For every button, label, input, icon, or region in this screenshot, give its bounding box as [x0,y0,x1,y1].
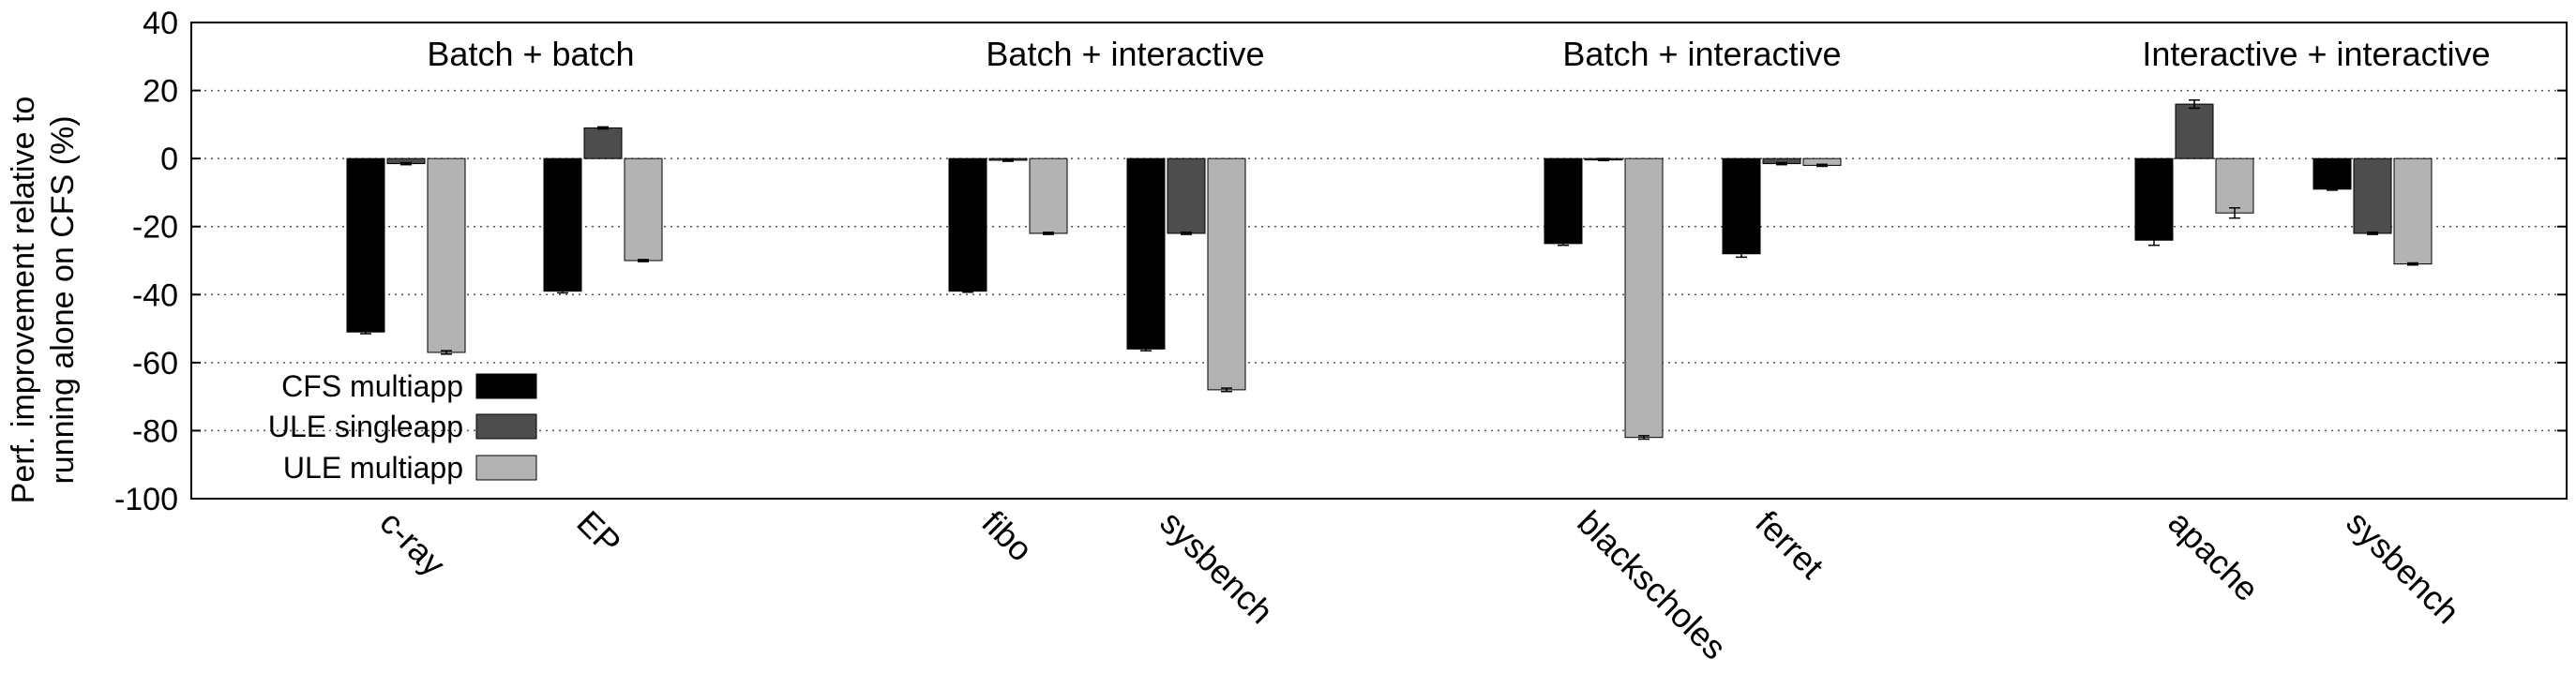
bar-ule-singleapp-apache [2175,103,2214,159]
legend-swatch [475,455,537,481]
bar-cfs-multiapp-EP [543,157,582,292]
bar-cfs-multiapp-sysbench [1126,157,1166,350]
x-tick-labels: c-ray EP fibo sysbench blackscholes ferret apa… [372,503,2467,667]
y-tick-label: -40 [132,277,178,313]
bar-cfs-multiapp-sysbench [2312,157,2352,190]
bar-cfs-multiapp-blackscholes [1544,157,1583,245]
group-title: Batch + interactive [1562,35,1841,73]
legend-label: CFS multiapp [281,369,463,403]
bar-ule-singleapp-sysbench [2353,157,2392,234]
legend-swatch [475,373,537,399]
bar-ule-multiapp-fibo [1029,157,1068,234]
bar-ule-multiapp-sysbench [1207,157,1246,391]
y-axis-label-line-1: Perf. improvement relative to [6,97,41,504]
y-tick-label: -100 [114,482,178,517]
bars [346,98,2433,441]
group-title: Interactive + interactive [2142,35,2490,73]
group-titles: Batch + batch Batch + interactive Batch + … [427,35,2490,73]
bar-cfs-multiapp-fibo [948,157,987,292]
x-tick-label: blackscholes [1570,503,1734,667]
y-tick-label: 0 [160,142,178,177]
bar-cfs-multiapp-c-ray [346,157,385,333]
bar-ule-multiapp-blackscholes [1624,157,1664,439]
y-tick-label: -20 [132,210,178,246]
y-axis-label: Perf. improvement relative to running al… [6,97,81,504]
bar-ule-multiapp-sysbench [2393,157,2433,265]
group-title: Batch + interactive [986,35,1264,73]
legend: CFS multiapp ULE singleapp ULE multiapp [268,369,537,485]
x-tick-label: sysbench [2339,503,2467,632]
legend-label: ULE singleapp [268,410,463,443]
y-axis-label-line-2: running alone on CFS (%) [45,115,81,484]
x-tick-label: c-ray [372,503,453,584]
legend-label: ULE multiapp [283,451,463,485]
bar-ule-multiapp-apache [2215,157,2254,214]
x-tick-label: ferret [1748,503,1830,586]
y-tick-label: -60 [132,346,178,381]
bar-cfs-multiapp-apache [2134,157,2174,241]
bar-ule-multiapp-EP [624,157,663,262]
bar-ule-multiapp-c-ray [427,157,466,353]
plot-frame [190,22,2568,500]
bar-ule-singleapp-EP [583,127,623,159]
x-tick-label: EP [569,503,628,562]
bar-ule-singleapp-sysbench [1167,157,1206,234]
x-tick-label: fibo [974,503,1040,569]
x-tick-label: sysbench [1152,503,1281,632]
x-tick-label: apache [2161,503,2267,609]
legend-swatch [475,413,537,440]
y-tick-label: -80 [132,413,178,449]
y-tick-label: 40 [143,6,178,41]
group-title: Batch + batch [427,35,634,73]
y-tick-label: 20 [143,74,178,110]
y-ticks: 40 20 0 -20 -40 -60 -80 -100 [114,6,2567,517]
bar-cfs-multiapp-ferret [1722,157,1761,255]
